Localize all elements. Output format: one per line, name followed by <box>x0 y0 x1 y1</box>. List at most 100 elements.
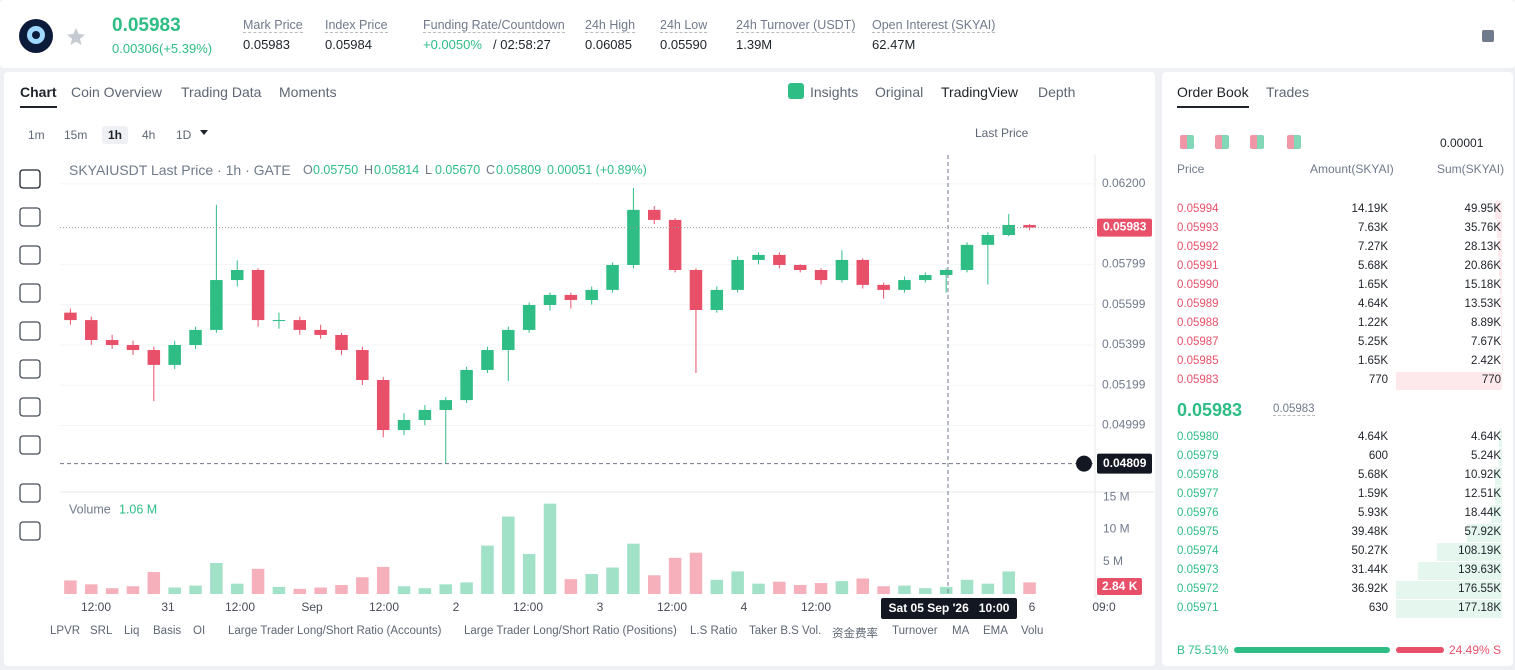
indicator[interactable]: L.S Ratio <box>690 625 738 637</box>
candle-body <box>710 289 724 311</box>
volume-bar <box>210 563 223 594</box>
candle-body <box>439 400 452 410</box>
ob-tab[interactable]: Order Book <box>1177 84 1249 108</box>
candle-body <box>1023 224 1036 228</box>
ob-sum: 2.42K <box>1470 355 1501 367</box>
ob-layout-icon[interactable] <box>1287 135 1301 149</box>
volume-bar <box>564 579 578 594</box>
depth-bar <box>1396 372 1502 390</box>
volume-bar <box>147 572 161 594</box>
last-price-label: 0.05983 <box>1103 220 1147 234</box>
y-tick-label: 0.05199 <box>1102 377 1146 391</box>
ob-sum: 57.92K <box>1464 526 1501 538</box>
indicator[interactable]: MA <box>952 625 970 637</box>
logo <box>19 19 53 53</box>
ob-price: 0.05991 <box>1177 260 1219 272</box>
price-type[interactable]: Last Price <box>975 126 1029 140</box>
x-tick-label: 12:00 <box>369 600 399 614</box>
ob-layout-icon[interactable] <box>1250 135 1264 149</box>
ob-layout-icon[interactable] <box>1180 135 1194 149</box>
y-tick-label: 0.06200 <box>1102 176 1146 190</box>
volume-bar <box>481 545 494 594</box>
volume-bar <box>502 516 515 594</box>
interval[interactable]: 1h <box>102 126 129 144</box>
interval[interactable]: 1D <box>176 128 192 142</box>
depth-bar <box>1396 600 1502 618</box>
ob-header: Amount(SKYAI) <box>1310 162 1394 176</box>
ob-layout-icon[interactable] <box>1215 135 1229 149</box>
stat-value: 1.39M <box>736 37 773 52</box>
candle-body <box>1002 224 1015 236</box>
candle-body <box>731 259 744 290</box>
ob-precision[interactable]: 0.00001 <box>1440 136 1484 150</box>
view-tab[interactable]: Depth <box>1038 84 1076 100</box>
indicator[interactable]: Liq <box>124 625 140 637</box>
volume-bar <box>543 503 557 594</box>
ob-amount: 5.93K <box>1357 507 1388 519</box>
crosshair-time: Sat 05 Sep '26 10:00 <box>889 601 1010 615</box>
stat-label: Index Price <box>325 18 388 33</box>
chart-tab[interactable]: Coin Overview <box>71 84 163 100</box>
view-tab[interactable]: Insights <box>810 84 859 100</box>
stat-value: 62.47M <box>872 37 916 52</box>
ob-tab[interactable]: Trades <box>1266 84 1310 100</box>
ob-amount: 1.22K <box>1357 317 1388 329</box>
notes-icon[interactable] <box>1480 28 1496 44</box>
chart-tab[interactable]: Chart <box>20 84 57 108</box>
volume-bar <box>731 571 744 594</box>
candle-body <box>919 275 932 281</box>
ob-sum: 176.55K <box>1458 583 1501 595</box>
ob-sum: 10.92K <box>1464 469 1501 481</box>
ob-sum: 13.53K <box>1464 298 1501 310</box>
candle-body <box>335 334 348 351</box>
indicator[interactable]: 资金费率 <box>832 628 878 640</box>
ob-price: 0.05994 <box>1177 203 1219 215</box>
candle-body <box>251 269 265 321</box>
indicator[interactable]: Taker B.S Vol. <box>749 625 822 637</box>
depth-bar <box>1499 277 1502 295</box>
ob-amount: 14.19K <box>1351 203 1388 215</box>
interval[interactable]: 4h <box>142 128 156 142</box>
depth-bar <box>1418 562 1502 580</box>
volume-bar <box>981 583 995 594</box>
candle-body <box>356 350 369 380</box>
x-tick-label: 12:00 <box>225 600 255 614</box>
indicator[interactable]: Large Trader Long/Short Ratio (Positions… <box>464 625 677 637</box>
chart-panel <box>4 72 1155 666</box>
indicator[interactable]: EMA <box>983 625 1008 637</box>
x-tick-label: 3 <box>597 600 604 614</box>
indicator[interactable]: Turnover <box>892 625 938 637</box>
volume-bar <box>64 580 77 594</box>
view-tab[interactable]: Original <box>875 84 924 100</box>
view-tab[interactable]: TradingView <box>941 84 1019 100</box>
candle-body <box>126 345 140 351</box>
interval[interactable]: 15m <box>64 128 88 142</box>
candle-body <box>668 219 682 270</box>
depth-bar <box>1498 239 1502 257</box>
ob-sum: 8.89K <box>1470 317 1501 329</box>
x-tick-label: 09:0 <box>1092 600 1116 614</box>
ob-price: 0.05972 <box>1177 583 1219 595</box>
ob-sum: 49.95K <box>1464 203 1501 215</box>
stat-label: Open Interest (SKYAI) <box>872 18 996 33</box>
candle-body <box>585 289 598 300</box>
candle-body <box>835 259 849 281</box>
ob-sum: 770 <box>1481 374 1501 386</box>
candle-body <box>230 269 244 281</box>
dropdown-caret <box>200 130 208 135</box>
indicator[interactable]: LPVR <box>50 625 81 637</box>
ob-amount: 600 <box>1368 450 1388 462</box>
indicator[interactable]: Basis <box>153 625 182 637</box>
indicator[interactable]: OI <box>193 625 206 637</box>
indicator[interactable]: Volu <box>1021 625 1044 637</box>
indicator[interactable]: SRL <box>90 625 113 637</box>
favorite-star[interactable] <box>66 27 86 47</box>
chart-tab[interactable]: Trading Data <box>181 84 262 100</box>
indicator[interactable]: Large Trader Long/Short Ratio (Accounts) <box>228 625 442 637</box>
interval[interactable]: 1m <box>28 128 45 142</box>
chart-tab[interactable]: Moments <box>279 84 337 100</box>
ob-amount: 5.68K <box>1357 469 1388 481</box>
ob-buy-label: B <box>1177 643 1186 657</box>
volume-bar <box>689 552 703 594</box>
